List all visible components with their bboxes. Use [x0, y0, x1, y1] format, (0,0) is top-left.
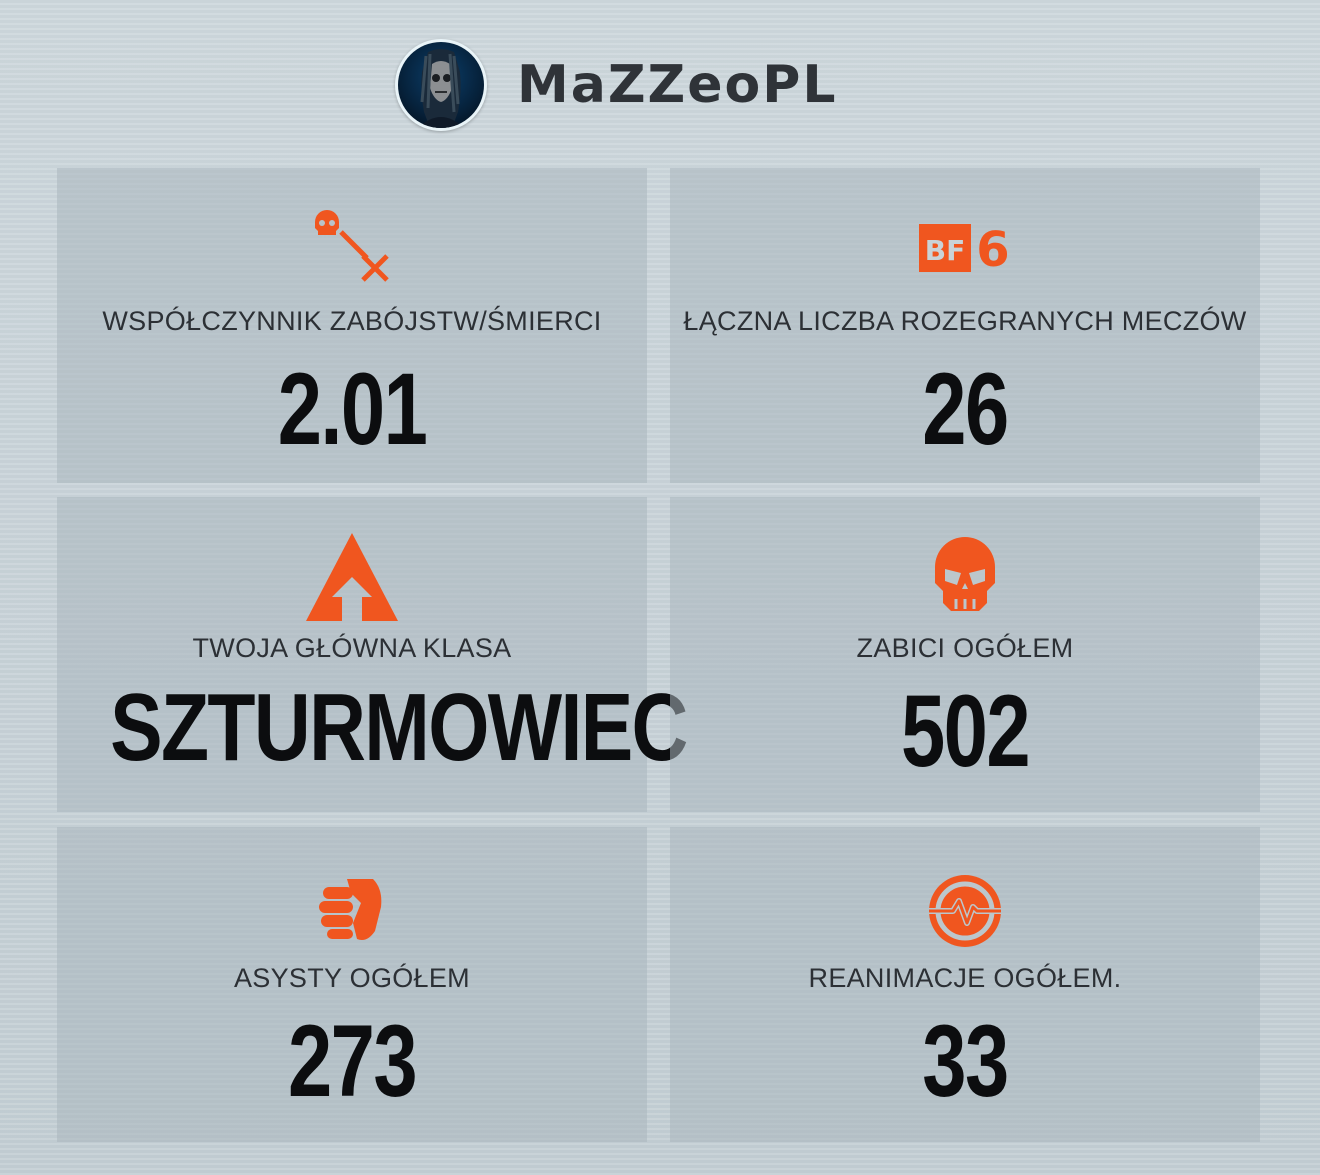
stat-card-revives: REANIMACJE OGÓŁEM. 33	[670, 827, 1260, 1142]
heartbeat-icon	[670, 871, 1260, 951]
stat-label: ZABICI OGÓŁEM	[856, 633, 1074, 663]
skull-icon	[670, 537, 1260, 617]
username: MaZZeoPL	[517, 55, 838, 115]
svg-text:BF: BF	[925, 234, 965, 267]
avatar-portrait	[418, 49, 464, 128]
stat-label: TWOJA GŁÓWNA KLASA	[192, 633, 512, 663]
stat-value: 502	[900, 674, 1031, 788]
stat-value: 26	[922, 352, 1009, 466]
stat-value: 273	[287, 1004, 418, 1118]
assault-class-icon	[57, 531, 647, 623]
bf6-logo-icon: BF 6	[670, 220, 1260, 276]
stat-card-matches: BF 6 ŁĄCZNA LICZBA ROZEGRANYCH MECZÓW 26	[670, 168, 1260, 483]
stat-card-main-class: TWOJA GŁÓWNA KLASA SZTURMOWIEC	[57, 497, 688, 812]
avatar[interactable]	[395, 39, 487, 131]
stat-value: SZTURMOWIEC	[110, 674, 688, 781]
handshake-icon	[57, 873, 647, 945]
stat-label: ŁĄCZNA LICZBA ROZEGRANYCH MECZÓW	[683, 306, 1247, 336]
stat-value: 33	[922, 1004, 1009, 1118]
skull-kd-ratio-icon	[57, 208, 647, 288]
stat-label: WSPÓŁCZYNNIK ZABÓJSTW/ŚMIERCI	[102, 306, 602, 336]
stat-card-kd-ratio: WSPÓŁCZYNNIK ZABÓJSTW/ŚMIERCI 2.01	[57, 168, 647, 483]
stat-card-kills: ZABICI OGÓŁEM 502	[670, 497, 1260, 812]
svg-text:6: 6	[976, 222, 1009, 276]
stat-label: ASYSTY OGÓŁEM	[234, 963, 470, 993]
stat-label: REANIMACJE OGÓŁEM.	[808, 963, 1122, 993]
profile-header: MaZZeoPL	[395, 37, 837, 133]
stat-value: 2.01	[277, 352, 428, 466]
stat-card-assists: ASYSTY OGÓŁEM 273	[57, 827, 647, 1142]
